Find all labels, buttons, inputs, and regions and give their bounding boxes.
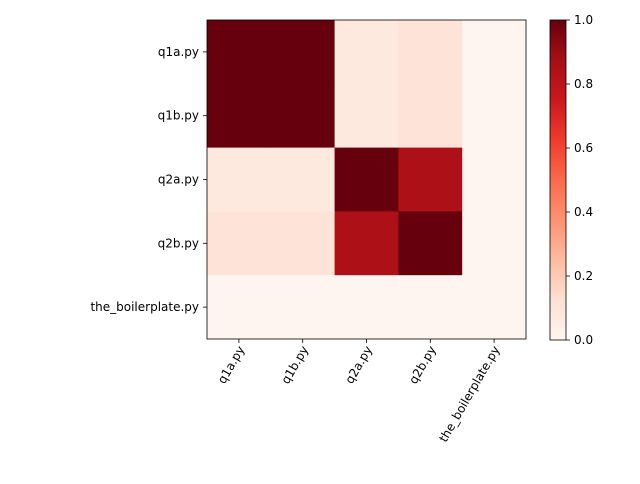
colorbar-tick-label: 0.2 bbox=[574, 269, 593, 283]
y-tick-label: q2b.py bbox=[158, 236, 199, 250]
heatmap-cell-1-2 bbox=[334, 83, 399, 149]
heatmap-cell-3-0 bbox=[207, 211, 272, 276]
heatmap-cell-1-4 bbox=[462, 83, 527, 149]
colorbar-frame bbox=[549, 19, 567, 341]
heatmap-cell-2-1 bbox=[270, 147, 336, 212]
heatmap-cell-1-1 bbox=[270, 83, 336, 149]
heatmap-cell-0-2 bbox=[334, 20, 399, 85]
heatmap-cell-0-1 bbox=[270, 20, 336, 85]
heatmap-cell-3-2 bbox=[334, 211, 399, 276]
x-tick-label: q2a.py bbox=[342, 344, 375, 387]
heatmap-cell-4-3 bbox=[398, 275, 463, 340]
heatmap-cell-4-2 bbox=[334, 275, 399, 340]
x-tick-label: q1a.py bbox=[215, 344, 248, 387]
x-axis: q1a.py q1b.py q2a.py q2b.pythe_boilerplate.… bbox=[215, 339, 503, 445]
x-tick-label: q1b.py bbox=[278, 344, 311, 387]
heatmap-cell-0-3 bbox=[398, 20, 463, 85]
heatmap-cell-2-3 bbox=[398, 147, 463, 212]
heatmap-cell-0-0 bbox=[207, 20, 272, 85]
x-tick-label: the_boilerplate.py bbox=[436, 343, 502, 444]
x-tick-label: q2b.py bbox=[406, 344, 439, 387]
y-tick-label: the_boilerplate.py bbox=[90, 300, 199, 314]
heatmap-cell-1-0 bbox=[207, 83, 272, 149]
y-axis: q1a.py q1b.py q2a.py q2b.py the_boilerplate.… bbox=[90, 45, 207, 314]
y-tick-label: q2a.py bbox=[158, 173, 199, 187]
colorbar-tick-label: 0.4 bbox=[574, 205, 593, 219]
heatmap-cell-2-0 bbox=[207, 147, 272, 212]
heatmap-cell-4-0 bbox=[207, 275, 272, 340]
colorbar-tick-label: 0.0 bbox=[574, 333, 593, 347]
colorbar-gradient bbox=[550, 20, 566, 340]
colorbar-tick-label: 0.8 bbox=[574, 77, 593, 91]
heatmap-cell-3-4 bbox=[462, 211, 527, 276]
heatmap-cell-0-4 bbox=[462, 20, 527, 85]
colorbar-tick-label: 1.0 bbox=[574, 13, 593, 27]
heatmap-cells bbox=[207, 20, 527, 340]
heatmap-cell-3-1 bbox=[270, 211, 336, 276]
heatmap-cell-4-4 bbox=[462, 275, 527, 340]
colorbar: 0.0 0.2 0.4 0.6 0.8 1.0 bbox=[549, 13, 593, 347]
y-tick-label: q1a.py bbox=[158, 45, 199, 59]
y-tick-label: q1b.py bbox=[158, 109, 199, 123]
heatmap-cell-4-1 bbox=[270, 275, 336, 340]
heatmap-cell-1-3 bbox=[398, 83, 463, 149]
heatmap-cell-3-3 bbox=[398, 211, 463, 276]
colorbar-tick-label: 0.6 bbox=[574, 141, 593, 155]
heatmap-cell-2-2 bbox=[334, 147, 399, 212]
heatmap-cell-2-4 bbox=[462, 147, 527, 212]
